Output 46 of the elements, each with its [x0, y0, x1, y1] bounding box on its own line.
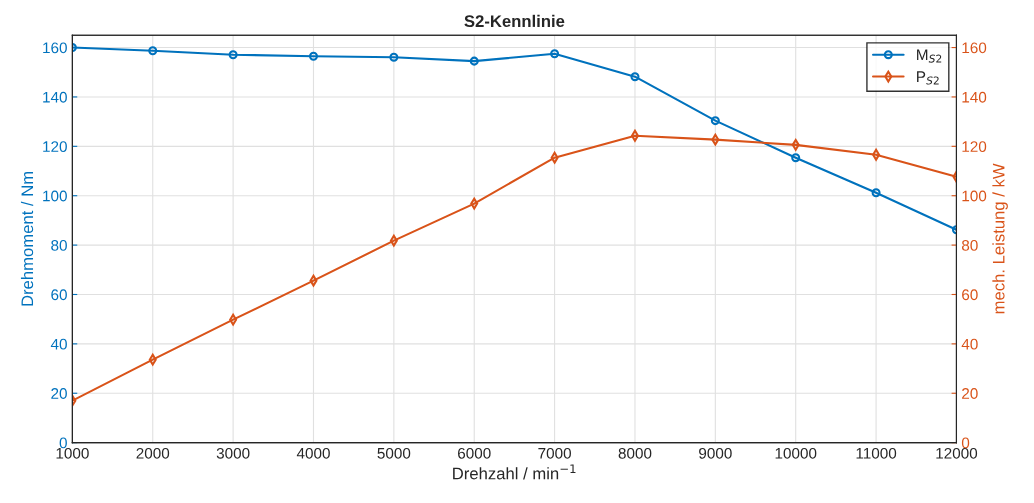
point [228, 50, 238, 60]
x-tick-label: 4000 [296, 447, 330, 459]
y2-tick-label: 80 [961, 239, 978, 251]
y-tick-label: 140 [43, 91, 67, 103]
x-tick-label: 2000 [136, 447, 170, 459]
y-axis-title: Drehmoment / Nm [20, 171, 34, 306]
y-tick-label: 80 [51, 239, 67, 251]
x-tick-label: 9000 [699, 447, 732, 459]
y-tick-label: 40 [50, 338, 67, 350]
point [389, 52, 399, 62]
chart-title: S2-Kennlinie [464, 14, 565, 28]
y-tick-label: 60 [51, 289, 67, 301]
point [871, 188, 881, 198]
y2-tick-label: 60 [962, 289, 978, 301]
y2-tick-label: 100 [962, 190, 987, 202]
y-tick-label: 20 [51, 388, 67, 399]
point [630, 72, 640, 82]
point [469, 56, 479, 66]
point [710, 116, 720, 126]
x-tick-label: 7000 [538, 447, 571, 459]
point [148, 46, 158, 56]
x-tick-label: 12000 [936, 447, 978, 459]
legend-label: P$_{S2}$ [917, 71, 939, 85]
x-tick-label: 11000 [856, 447, 897, 459]
y-tick-label: 100 [43, 190, 67, 202]
y2-tick-label: 140 [962, 91, 987, 103]
y-tick-label: 120 [43, 141, 67, 153]
y2-tick-label: 0 [961, 437, 970, 449]
x-tick-label: 3000 [216, 447, 250, 459]
y2-axis-title: mech. Leistung / kW [992, 163, 1008, 314]
x-tick-label: 6000 [458, 447, 491, 459]
y-tick-label: 0 [59, 437, 67, 449]
x-tick-label: 5000 [377, 447, 411, 459]
x-tick-label: 8000 [618, 447, 652, 459]
point [308, 51, 318, 61]
x-tick-label: 10000 [775, 447, 817, 459]
y2-tick-label: 20 [962, 388, 978, 399]
point [791, 153, 801, 163]
x-axis-title: Drehzahl / min$^{−1}$ [453, 464, 576, 480]
y2-tick-label: 40 [961, 338, 978, 350]
y-tick-label: 160 [43, 42, 67, 54]
y2-tick-label: 120 [962, 141, 987, 153]
x-tick-label: 1000 [56, 447, 89, 459]
legend-label: M$_{S2}$ [917, 49, 942, 63]
point [550, 49, 560, 59]
y2-tick-label: 160 [962, 42, 987, 54]
